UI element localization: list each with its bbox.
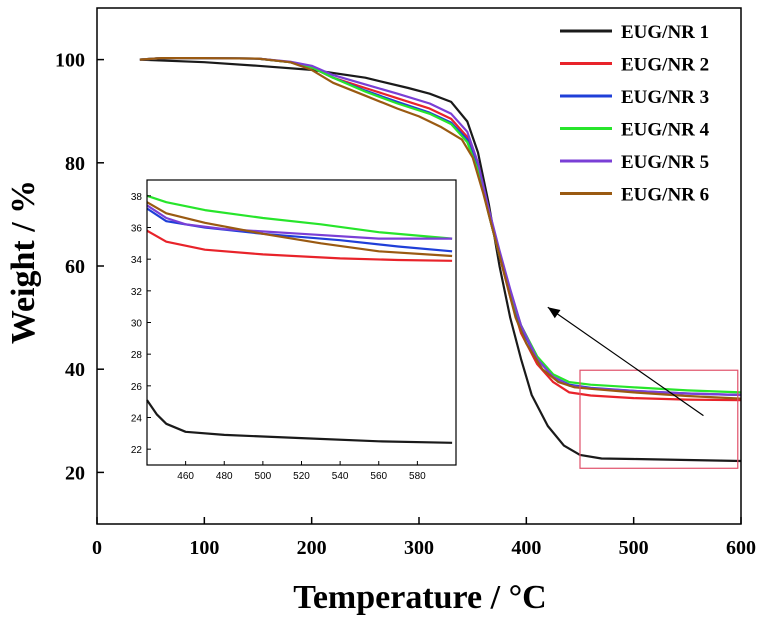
legend-label-5: EUG/NR 5 — [621, 152, 709, 173]
inset-x-tick-label: 560 — [370, 471, 387, 482]
inset-series-line-6 — [146, 201, 453, 258]
inset-y-tick-label: 34 — [131, 255, 143, 266]
inset-y-tick-label: 26 — [131, 382, 143, 393]
x-tick-label: 0 — [92, 537, 102, 559]
inset-x-tick-label: 520 — [293, 471, 310, 482]
series-line-6 — [139, 57, 742, 400]
inset-series-line-5 — [146, 204, 453, 240]
inset-series-line-2 — [146, 229, 453, 262]
inset-plot: 460 480 500 520 540 560 580 22 24 26 28 30 32 34 36 38 — [131, 179, 457, 482]
legend-label-4: EUG/NR 4 — [621, 120, 710, 141]
inset-arrow — [547, 306, 704, 417]
main-series-lines — [139, 57, 742, 463]
inset-x-tick-label: 480 — [216, 471, 233, 482]
inset-y-tick-label: 22 — [131, 445, 143, 456]
inset-y-tick-label: 36 — [131, 224, 143, 235]
y-tick-label: 60 — [65, 256, 85, 278]
inset-y-tick-label: 38 — [131, 192, 143, 203]
y-tick-label: 40 — [65, 359, 85, 381]
inset-x-axis-ticks: 460 480 500 520 540 560 580 — [177, 461, 426, 482]
x-tick-label: 400 — [511, 537, 541, 559]
y-axis-ticks: 20 40 60 80 100 — [55, 50, 104, 484]
legend-label-2: EUG/NR 2 — [621, 55, 709, 76]
x-axis-ticks: 0 100 200 300 400 500 600 — [92, 517, 756, 559]
inset-x-tick-label: 500 — [255, 471, 272, 482]
inset-x-tick-label: 540 — [332, 471, 349, 482]
inset-series-line-1 — [146, 399, 453, 444]
legend-label-3: EUG/NR 3 — [621, 87, 709, 108]
y-tick-label: 100 — [55, 50, 85, 72]
inset-y-tick-label: 32 — [131, 287, 143, 298]
y-tick-label: 80 — [65, 153, 85, 175]
y-axis-title: Weight / % — [5, 180, 42, 344]
x-tick-label: 500 — [619, 537, 649, 559]
inset-series-lines — [146, 194, 453, 444]
x-tick-label: 600 — [726, 537, 756, 559]
y-tick-label: 20 — [65, 462, 85, 484]
inset-x-tick-label: 580 — [409, 471, 426, 482]
inset-y-tick-label: 30 — [131, 319, 143, 330]
legend-label-1: EUG/NR 1 — [621, 22, 709, 43]
legend: EUG/NR 1 EUG/NR 2 EUG/NR 3 EUG/NR 4 EUG/NR 5… — [560, 22, 710, 206]
inset-zoom-box — [579, 369, 739, 469]
inset-y-tick-label: 24 — [131, 414, 143, 425]
inset-y-axis-ticks: 22 24 26 28 30 32 34 36 38 — [131, 192, 151, 456]
x-axis-title: Temperature / °C — [293, 579, 546, 616]
main-plot: 0 100 200 300 400 500 600 20 40 60 80 100 — [55, 7, 756, 559]
inset-series-line-4 — [146, 194, 453, 240]
x-tick-label: 100 — [189, 537, 219, 559]
x-tick-label: 200 — [297, 537, 327, 559]
x-tick-label: 300 — [404, 537, 434, 559]
inset-arrow-head — [547, 307, 561, 319]
inset-x-tick-label: 460 — [177, 471, 194, 482]
legend-label-6: EUG/NR 6 — [621, 185, 709, 206]
inset-y-tick-label: 28 — [131, 350, 143, 361]
